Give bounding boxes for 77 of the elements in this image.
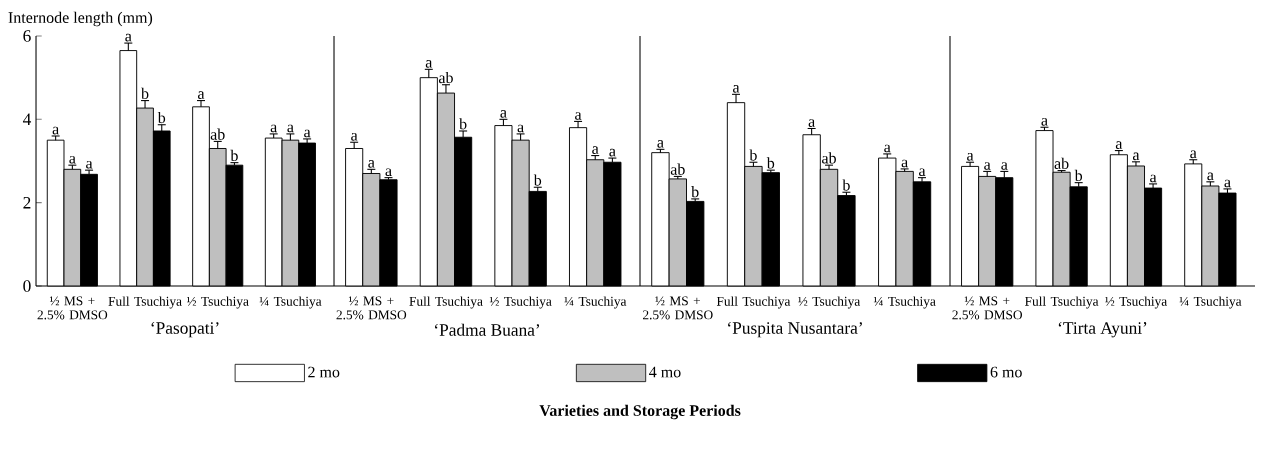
data-label: b (459, 118, 467, 130)
x-tick-label: ¼ Tsuchiya (259, 296, 322, 309)
data-label: a (967, 152, 974, 161)
data-label: a (984, 162, 991, 170)
data-label: a (1041, 117, 1048, 126)
data-label: a (1224, 179, 1231, 188)
data-label: a (517, 124, 524, 133)
legend-label: 2 mo (308, 366, 340, 378)
x-tick-label: ¼ Tsuchiya (873, 296, 936, 309)
x-tick-label: Full Tsuchiya (409, 296, 483, 309)
data-label: a (125, 33, 132, 42)
x-tick-label: ½ Tsuchiya (186, 296, 249, 309)
data-label: a (198, 91, 205, 99)
data-label: a (575, 112, 582, 120)
legend-label: 6 mo (990, 366, 1022, 378)
data-label: a (287, 124, 294, 133)
x-tick-label: ½ Tsuchiya (489, 296, 552, 309)
data-label: a (1132, 152, 1140, 161)
data-label: a (86, 160, 93, 169)
data-label: a (1190, 150, 1197, 159)
data-label: b (691, 186, 699, 198)
data-label: a (69, 155, 76, 164)
data-label: a (901, 159, 908, 168)
text: Varieties and Storage Periods (539, 404, 741, 420)
data-label: a (808, 119, 815, 127)
x-axis-title: ‘Puspita Nusantara’ (728, 322, 862, 338)
data-label: b (141, 87, 149, 99)
data-label: a (657, 140, 664, 148)
y-tick-label: 6 (23, 30, 31, 42)
data-label: ab (210, 128, 225, 140)
data-label: a (1207, 172, 1214, 181)
data-label: b (157, 111, 166, 124)
data-label: a (270, 124, 278, 133)
data-label: a (592, 146, 599, 154)
data-label: a (368, 160, 375, 168)
x-axis-title: ‘Tirta Ayuni’ (1058, 322, 1147, 338)
data-label: a (425, 60, 433, 68)
y-axis-title: Internode length (mm) (8, 11, 153, 27)
data-label: a (884, 144, 891, 153)
data-label: ab (670, 163, 685, 175)
data-label: ab (1054, 157, 1069, 169)
data-label: a (609, 148, 616, 157)
x-tick-label: ½ Tsuchiya (1105, 296, 1167, 309)
data-label: b (842, 179, 850, 191)
x-tick-label: Full Tsuchiya (108, 296, 182, 309)
data-label: b (766, 157, 775, 169)
x-tick-label: Full Tsuchiya (1025, 296, 1099, 309)
data-label: ab (438, 71, 453, 84)
data-label: b (533, 174, 542, 186)
x-tick-label: ½ MS + 2.5% DMSO (952, 296, 1023, 320)
data-label: a (733, 85, 740, 93)
y-tick-label: 0 (23, 280, 31, 292)
data-label: a (304, 129, 311, 138)
data-label: a (1115, 141, 1123, 149)
x-tick-label: ¼ Tsuchiya (1179, 296, 1242, 309)
y-tick-label: 2 (23, 196, 31, 209)
x-tick-label: Full Tsuchiya (716, 296, 791, 309)
data-label: ab (822, 152, 836, 164)
x-tick-label: ½ MS + 2.5% DMSO (336, 296, 407, 320)
data-label: a (385, 168, 392, 177)
data-label: a (351, 132, 358, 141)
x-tick-label: ½ Tsuchiya (798, 296, 861, 309)
x-axis-title: ‘Pasopati’ (151, 322, 219, 338)
data-label: a (500, 110, 507, 118)
data-label: a (1150, 174, 1157, 183)
data-label: a (52, 126, 59, 135)
x-tick-label: ½ MS + 2.5% DMSO (37, 296, 108, 320)
y-tick-label: 4 (22, 113, 32, 126)
legend-label: 4 mo (649, 366, 681, 378)
x-tick-label: ¼ Tsuchiya (564, 296, 627, 309)
data-label: b (749, 149, 757, 161)
data-label: b (230, 149, 238, 162)
data-label: a (919, 168, 926, 177)
data-label: b (1074, 169, 1083, 182)
data-label: a (1001, 162, 1008, 170)
x-axis-title: ‘Padma Buana’ (435, 323, 540, 336)
x-tick-label: ½ MS + 2.5% DMSO (643, 296, 713, 320)
